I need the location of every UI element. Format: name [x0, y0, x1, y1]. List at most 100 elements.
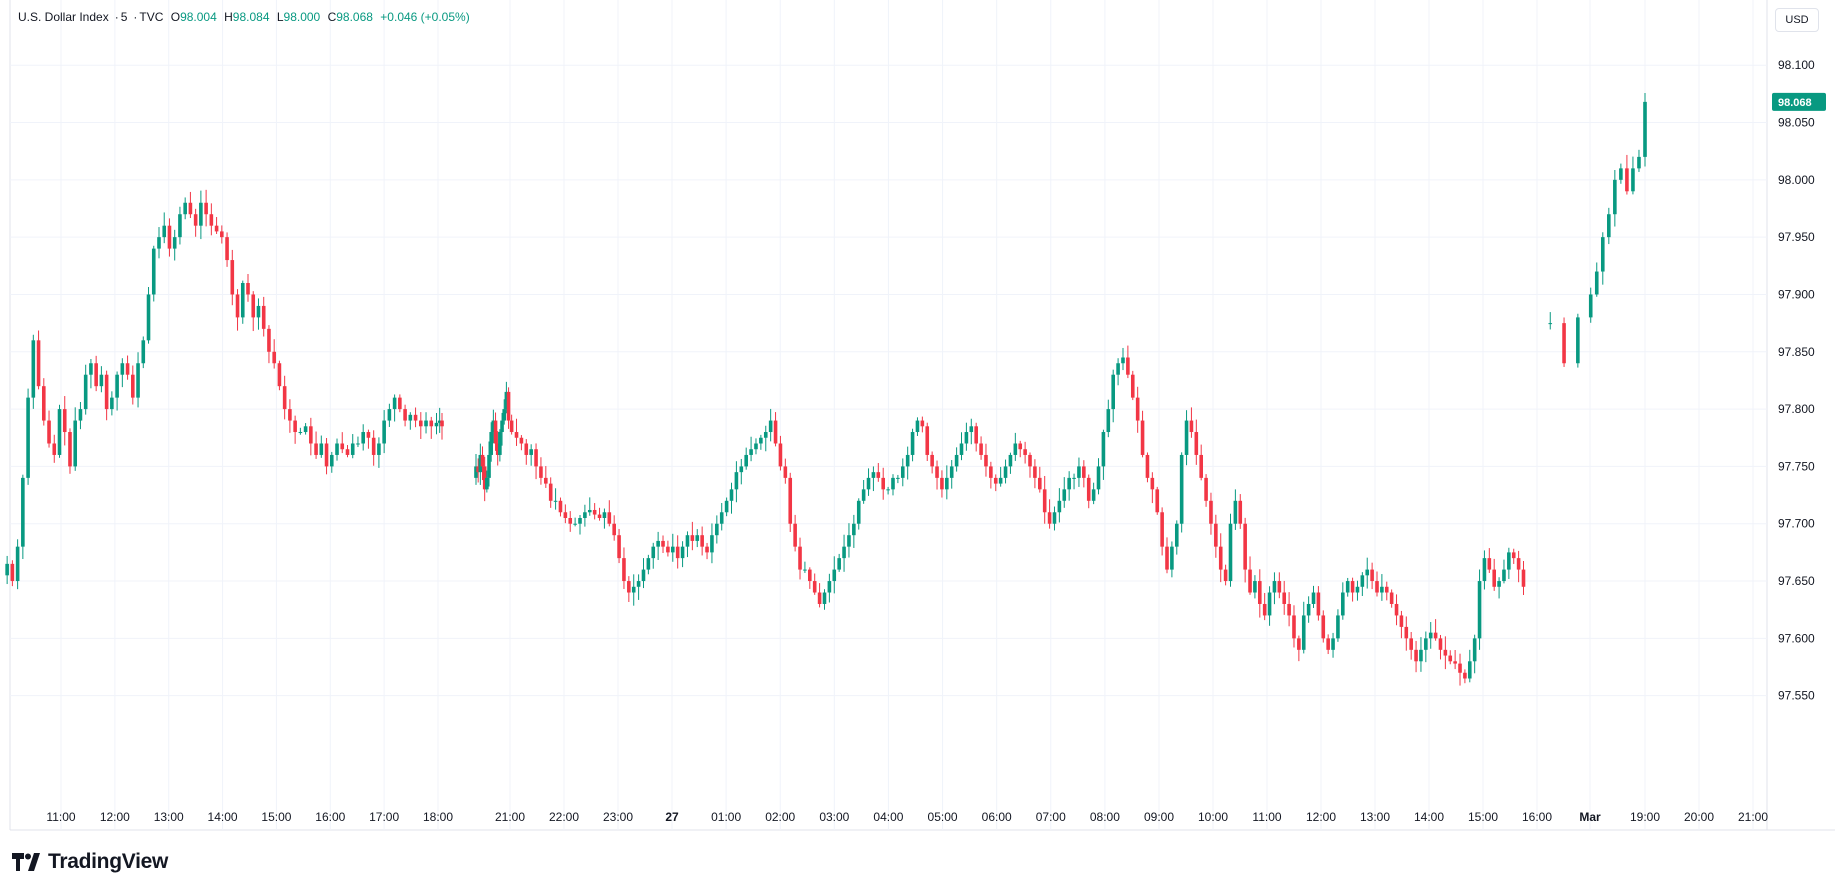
tradingview-logo[interactable]: TradingView [12, 850, 168, 874]
y-tick-label: 97.650 [1778, 574, 1815, 588]
candle-body [136, 363, 140, 398]
candle [587, 497, 592, 516]
candle-body [910, 432, 915, 455]
candle-body [1067, 477, 1071, 490]
x-tick-label: 05:00 [928, 810, 958, 824]
candle-body [1223, 569, 1228, 582]
candle-body [1057, 500, 1062, 513]
x-tick-label: 03:00 [819, 810, 849, 824]
candle [1619, 163, 1623, 184]
candle [282, 375, 287, 420]
candle [1062, 477, 1067, 508]
y-tick-label: 98.000 [1778, 173, 1815, 187]
candle-body [1409, 638, 1413, 650]
currency-button[interactable]: USD [1775, 8, 1819, 32]
candle-body [78, 409, 83, 421]
candle-body [440, 420, 444, 427]
x-tick-label: 10:00 [1198, 810, 1228, 824]
candle [793, 514, 797, 552]
candle-body [1370, 569, 1374, 582]
candle [1170, 541, 1174, 578]
data-source: TVC [139, 10, 164, 24]
candle [852, 514, 856, 548]
candle [881, 467, 886, 500]
candle-body [1521, 569, 1526, 587]
candle [788, 472, 793, 533]
candle [886, 486, 890, 495]
candle [558, 497, 563, 517]
candle-body [680, 546, 685, 559]
candle-body [1238, 500, 1243, 524]
candle [710, 523, 714, 564]
x-tick-label: 15:00 [261, 810, 291, 824]
candle [345, 445, 350, 458]
interval[interactable]: 5 [120, 10, 128, 24]
candle-body [1375, 581, 1379, 593]
candle [1350, 577, 1355, 602]
candle-body [335, 443, 339, 455]
candle-body [852, 523, 856, 536]
time-axis[interactable]: 11:00 12:00 13:00 14:00 15:00 16:00 17:00 18:00… [46, 810, 1768, 824]
candle-body [1037, 477, 1042, 490]
grid [9, 0, 1835, 831]
symbol-name[interactable]: U.S. Dollar Index [18, 10, 109, 24]
candle [607, 500, 612, 527]
candle [891, 474, 895, 496]
candle [1331, 632, 1335, 658]
x-tick-label: 18:00 [423, 810, 453, 824]
candle-body [1301, 615, 1306, 650]
candle-body [812, 581, 817, 593]
candle [1492, 558, 1496, 591]
candles [5, 92, 1647, 686]
close-value: 98.068 [336, 10, 373, 24]
candle [1067, 471, 1071, 501]
candle-body [1345, 581, 1350, 593]
candle-body [15, 546, 20, 582]
x-tick-label: 12:00 [1306, 810, 1336, 824]
candle [783, 458, 788, 484]
candle [293, 415, 297, 444]
candle-body [68, 432, 72, 467]
candle-body [822, 592, 827, 604]
candle-body [94, 363, 98, 387]
candle [646, 554, 651, 575]
candle-body [788, 477, 793, 524]
candle [925, 422, 930, 462]
candle-body [998, 477, 1003, 484]
candle [440, 413, 444, 440]
candle [1047, 499, 1052, 529]
candle-body [1140, 420, 1145, 455]
candle [1248, 556, 1252, 595]
candle [1023, 441, 1027, 464]
candle [622, 547, 626, 589]
candle-body [1438, 638, 1443, 650]
candle [979, 436, 983, 460]
candle [1594, 262, 1599, 297]
candle [553, 488, 558, 510]
candle [1306, 596, 1311, 623]
candle [434, 412, 439, 435]
x-tick-label: Mar [1579, 810, 1601, 824]
candle [905, 446, 910, 480]
candle-body [1209, 500, 1213, 524]
candle-body [583, 512, 587, 518]
candle-body [356, 443, 360, 445]
x-tick-label: 04:00 [873, 810, 903, 824]
candle-body [162, 225, 167, 238]
candle-body [803, 569, 807, 571]
candle [866, 468, 871, 496]
candle-body [881, 477, 886, 490]
candle [842, 534, 846, 572]
price-axis[interactable]: 98.100 98.050 98.000 97.950 97.900 97.850 97.8… [1778, 58, 1815, 702]
candle [183, 197, 187, 220]
candle [272, 339, 276, 369]
candle [1262, 592, 1267, 621]
candle [172, 229, 177, 261]
candle-body [1204, 477, 1208, 501]
candle [729, 482, 734, 514]
candle-body [1331, 638, 1335, 650]
candle [500, 412, 504, 446]
candle [798, 537, 802, 580]
candle [763, 425, 768, 452]
